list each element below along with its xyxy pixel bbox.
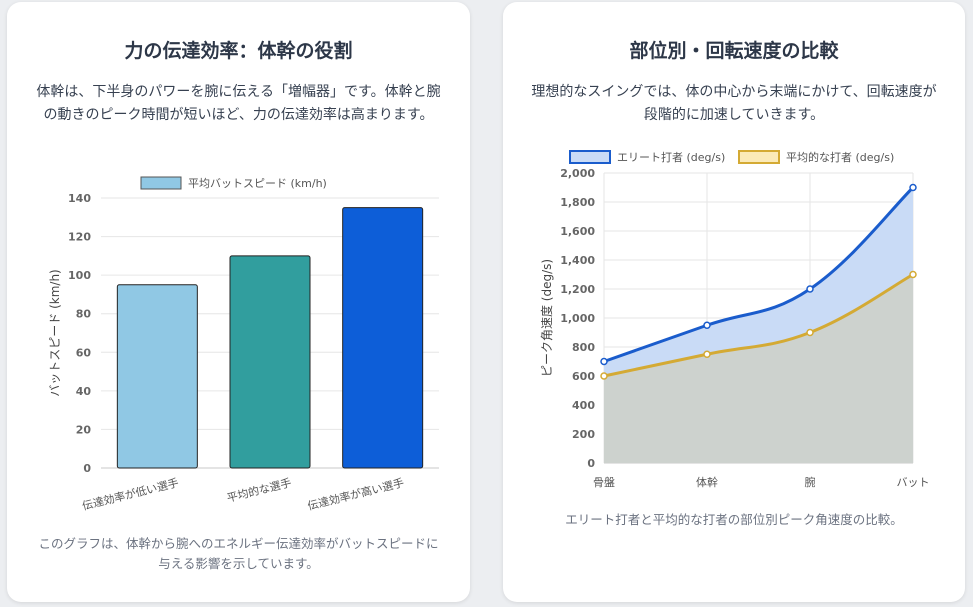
y-tick-label: 1,000 xyxy=(560,312,595,325)
y-tick-label: 140 xyxy=(68,192,91,205)
bar xyxy=(116,284,198,469)
bat-speed-bar-chart: 0 20 40 60 80 100 120 140 バットスピード (km/h) 伝達効率が低い選… xyxy=(48,176,439,513)
legend-label: エリート打者 (deg/s) xyxy=(617,150,725,164)
y-tick-label: 40 xyxy=(76,385,92,398)
y-tick-label: 600 xyxy=(572,370,595,383)
card-description: 理想的なスイングでは、体の中心から末端にかけて、回転速度が段階的に加速していきま… xyxy=(531,84,937,123)
y-tick-label: 1,800 xyxy=(560,196,595,209)
data-point xyxy=(909,270,917,279)
rotation-speed-card: 部位別・回転速度の比較 理想的なスイングでは、体の中心から末端にかけて、回転速度… xyxy=(503,2,965,602)
x-tick-label: 腕 xyxy=(805,475,816,489)
data-point xyxy=(806,285,814,293)
legend-swatch xyxy=(569,150,611,164)
y-tick-label: 1,400 xyxy=(560,254,595,267)
y-tick-label: 200 xyxy=(572,428,595,441)
x-tick-label: 伝達効率が高い選手 xyxy=(306,475,405,513)
y-tick-label: 100 xyxy=(68,269,91,282)
y-tick-label: 1,600 xyxy=(560,225,595,238)
data-point xyxy=(703,321,711,329)
series-line xyxy=(603,186,915,363)
y-axis-title: バットスピード (km/h) xyxy=(48,269,62,396)
x-tick-label: 平均的な選手 xyxy=(225,475,292,505)
y-tick-label: 20 xyxy=(76,423,92,436)
y-tick-label: 0 xyxy=(587,457,595,470)
bar xyxy=(342,207,424,469)
card-description: 体幹は、下半身のパワーを腕に伝える「増幅器」です。体幹と腕の動きのピーク時間が短… xyxy=(36,84,441,123)
y-axis-title: ピーク角速度 (deg/s) xyxy=(539,259,554,377)
data-point xyxy=(806,328,814,337)
legend-swatch xyxy=(140,176,182,190)
x-tick-label: 体幹 xyxy=(696,475,718,489)
data-point xyxy=(703,350,711,358)
y-tick-label: 0 xyxy=(83,462,91,475)
card-title: 力の伝達効率：体幹の役割 xyxy=(124,40,353,62)
y-tick-label: 80 xyxy=(76,308,92,321)
y-tick-label: 2,000 xyxy=(560,167,595,180)
y-tick-label: 120 xyxy=(68,231,91,244)
y-tick-label: 60 xyxy=(76,346,92,359)
x-tick-label: 伝達効率が低い選手 xyxy=(81,475,180,513)
rotation-speed-area-chart: 0 200 400 600 800 1,000 1,200 1,400 1,600 1,800 2,… xyxy=(539,150,930,489)
y-tick-label: 800 xyxy=(572,341,595,354)
chart-caption: このグラフは、体幹から腕へのエネルギー伝達効率がバットスピードに与える影響を示し… xyxy=(38,536,439,571)
x-tick-label: バット xyxy=(897,476,930,489)
card-title: 部位別・回転速度の比較 xyxy=(629,40,839,62)
legend-label: 平均的な打者 (deg/s) xyxy=(786,150,894,164)
x-tick-label: 骨盤 xyxy=(593,476,615,489)
series-line xyxy=(603,273,914,378)
data-point xyxy=(909,183,917,192)
y-tick-label: 1,200 xyxy=(560,283,595,296)
legend-swatch xyxy=(738,150,780,164)
bar xyxy=(229,255,311,469)
bat-speed-card: 力の伝達効率：体幹の役割 体幹は、下半身のパワーを腕に伝える「増幅器」です。体幹… xyxy=(7,2,470,602)
data-point xyxy=(600,372,608,380)
y-tick-label: 400 xyxy=(572,399,595,412)
data-point xyxy=(600,357,608,366)
elite-area-fill xyxy=(604,187,913,376)
legend-label: 平均バットスピード (km/h) xyxy=(188,177,327,190)
chart-caption: エリート打者と平均的な打者の部位別ピーク角速度の比較。 xyxy=(565,512,903,527)
